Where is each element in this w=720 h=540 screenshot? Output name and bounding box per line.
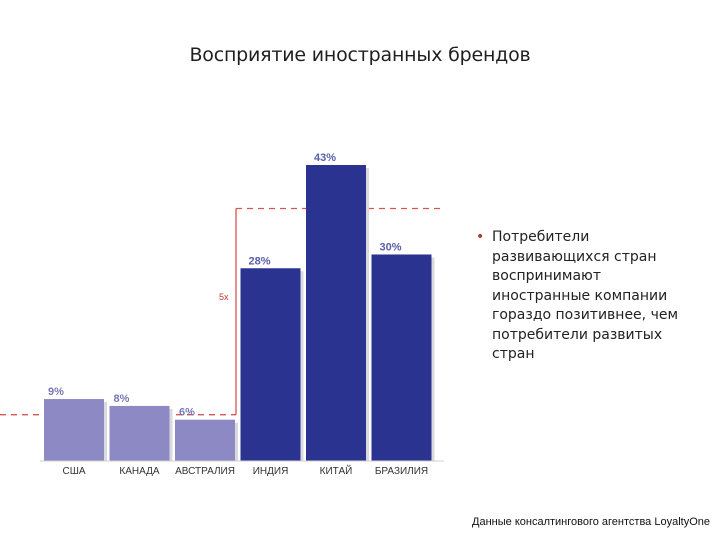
source-note: Данные консалтингового агентства Loyalty… — [472, 516, 710, 528]
value-label: 30% — [380, 241, 402, 253]
bar-3 — [175, 419, 235, 461]
category-label: БРАЗИЛИЯ — [375, 466, 428, 477]
bar-4 — [240, 268, 301, 461]
bar-2 — [109, 405, 170, 461]
note-text: Потребители развивающихся стран восприни… — [492, 229, 679, 362]
category-label: США — [62, 466, 85, 477]
category-label: КАНАДА — [119, 466, 159, 477]
bar-5 — [306, 165, 366, 461]
category-label: ИНДИЯ — [253, 466, 289, 477]
value-label: 9% — [48, 386, 64, 398]
value-label: 43% — [314, 152, 336, 164]
category-label: КИТАЙ — [320, 464, 353, 477]
value-label: 28% — [249, 255, 271, 267]
multiplier-label: 5x — [219, 292, 229, 302]
page-title: Восприятие иностранных брендов — [189, 44, 531, 66]
bar-6 — [371, 254, 432, 461]
value-label: 6% — [179, 407, 195, 419]
note-bullet: • — [476, 229, 485, 245]
note-block: • Потребители развивающихся стран воспри… — [476, 228, 691, 365]
bar-1 — [44, 399, 104, 461]
value-label: 8% — [114, 393, 130, 405]
category-label: АВСТРАЛИЯ — [175, 466, 235, 477]
